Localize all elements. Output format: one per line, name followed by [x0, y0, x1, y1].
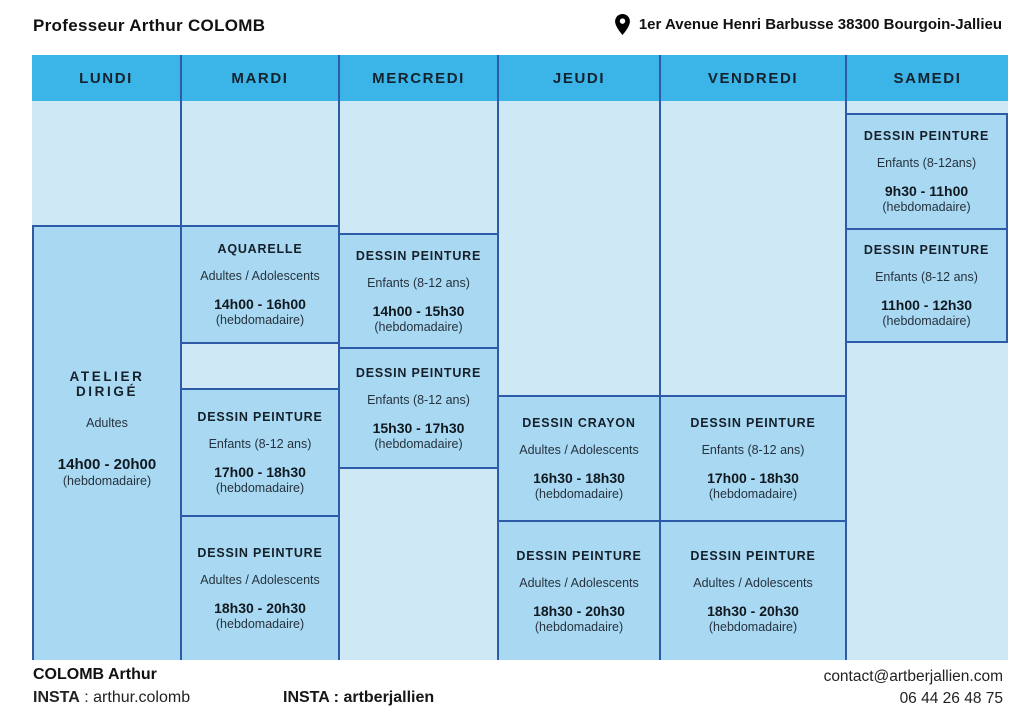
- class-time: 9h30 - 11h00: [884, 183, 969, 199]
- class-title: DESSIN PEINTURE: [863, 243, 990, 257]
- empty-cell: [340, 101, 497, 233]
- class-audience: Enfants (8-12 ans): [367, 275, 470, 290]
- footer-instagram-personal: INSTA : arthur.colomb: [33, 689, 190, 707]
- class-title: ATELIER DIRIGÉ: [69, 369, 145, 399]
- class-time: 14h00 - 15h30: [372, 302, 465, 319]
- empty-cell: [182, 101, 338, 225]
- class-cell: ATELIER DIRIGÉ Adultes 14h00 - 20h00 (hebdo…: [32, 225, 180, 660]
- empty-cell: [182, 342, 338, 388]
- class-frequency: (hebdomadaire): [215, 481, 305, 495]
- class-title: DESSIN PEINTURE: [690, 548, 816, 563]
- class-audience: Enfants (8-12 ans): [875, 270, 978, 284]
- instagram-handle: artberjallien: [343, 689, 435, 706]
- class-frequency: (hebdomadaire): [374, 319, 463, 334]
- separator: :: [329, 689, 344, 706]
- class-frequency: (hebdomadaire): [215, 617, 305, 631]
- class-time: 18h30 - 20h30: [214, 600, 306, 616]
- class-audience: Adultes / Adolescents: [519, 575, 639, 590]
- class-title: AQUARELLE: [217, 242, 303, 256]
- class-cell: DESSIN PEINTURE Enfants (8-12 ans) 11h00 -…: [847, 228, 1008, 341]
- day-column-mercredi: MERCREDI DESSIN PEINTURE Enfants (8-12 ans…: [338, 55, 497, 660]
- class-cell: DESSIN PEINTURE Enfants (8-12 ans) 14h00 -…: [340, 233, 497, 347]
- class-title: DESSIN PEINTURE: [355, 365, 482, 380]
- day-header-samedi: SAMEDI: [847, 55, 1008, 101]
- empty-cell: [661, 101, 845, 395]
- day-header-mardi: MARDI: [182, 55, 338, 101]
- class-frequency: (hebdomadaire): [882, 314, 971, 328]
- address: 1er Avenue Henri Barbusse 38300 Bourgoin…: [614, 14, 1002, 35]
- class-time: 18h30 - 20h30: [533, 602, 625, 619]
- footer-professor-name: COLOMB Arthur: [33, 666, 157, 683]
- class-title: DESSIN PEINTURE: [516, 548, 642, 563]
- class-frequency: (hebdomadaire): [62, 474, 152, 488]
- class-title: DESSIN PEINTURE: [863, 129, 990, 143]
- class-time: 16h30 - 18h30: [533, 470, 625, 486]
- empty-cell: [340, 467, 497, 660]
- class-cell: DESSIN PEINTURE Adultes / Adolescents 18h3…: [182, 515, 338, 660]
- class-cell: DESSIN PEINTURE Enfants (8-12 ans) 17h00 -…: [182, 388, 338, 515]
- class-time: 18h30 - 20h30: [707, 602, 799, 619]
- footer-instagram-studio: INSTA : artberjallien: [283, 689, 434, 707]
- class-audience: Enfants (8-12 ans): [208, 437, 312, 451]
- class-cell: AQUARELLE Adultes / Adolescents 14h00 - 16…: [182, 225, 338, 342]
- footer-contact: contact@artberjallien.com 06 44 26 48 75: [824, 666, 1003, 710]
- class-frequency: (hebdomadaire): [534, 487, 624, 501]
- class-title: DESSIN PEINTURE: [690, 416, 816, 430]
- address-text: 1er Avenue Henri Barbusse 38300 Bourgoin…: [638, 16, 1002, 33]
- instagram-label: INSTA: [33, 689, 80, 706]
- separator: :: [79, 689, 94, 706]
- day-column-jeudi: JEUDI DESSIN CRAYON Adultes / Adolescents 1…: [497, 55, 659, 660]
- class-time: 11h00 - 12h30: [880, 297, 973, 313]
- class-frequency: (hebdomadaire): [374, 436, 463, 451]
- class-audience: Enfants (8-12 ans): [367, 392, 470, 407]
- class-title: DESSIN CRAYON: [522, 416, 636, 430]
- class-time: 14h00 - 16h00: [214, 296, 306, 312]
- class-time: 17h00 - 18h30: [214, 464, 306, 480]
- contact-phone: 06 44 26 48 75: [899, 690, 1003, 707]
- class-time: 15h30 - 17h30: [372, 419, 465, 436]
- page-title: Professeur Arthur COLOMB: [33, 16, 266, 35]
- class-audience: Adultes: [86, 416, 128, 430]
- class-cell: DESSIN PEINTURE Adultes / Adolescents 18h3…: [499, 520, 659, 660]
- class-audience: Adultes / Adolescents: [519, 443, 639, 457]
- class-cell: DESSIN PEINTURE Enfants (8-12 ans) 17h00 -…: [661, 395, 845, 520]
- contact-email: contact@artberjallien.com: [823, 668, 1003, 685]
- class-title: DESSIN PEINTURE: [197, 546, 323, 560]
- class-frequency: (hebdomadaire): [708, 619, 798, 634]
- empty-cell: [847, 101, 1008, 113]
- class-cell: DESSIN PEINTURE Adultes / Adolescents 18h3…: [661, 520, 845, 660]
- class-cell: DESSIN PEINTURE Enfants (8-12ans) 9h30 - 1…: [847, 113, 1008, 228]
- class-cell: DESSIN CRAYON Adultes / Adolescents 16h30 …: [499, 395, 659, 520]
- day-header-mercredi: MERCREDI: [340, 55, 497, 101]
- day-header-jeudi: JEUDI: [499, 55, 659, 101]
- day-column-mardi: MARDI AQUARELLE Adultes / Adolescents 14h00…: [180, 55, 338, 660]
- empty-cell: [847, 341, 1008, 660]
- class-time: 14h00 - 20h00: [57, 456, 157, 473]
- class-cell: DESSIN PEINTURE Enfants (8-12 ans) 15h30 -…: [340, 347, 497, 467]
- day-column-samedi: SAMEDI DESSIN PEINTURE Enfants (8-12ans) 9h…: [845, 55, 1008, 660]
- day-header-vendredi: VENDREDI: [661, 55, 845, 101]
- day-column-lundi: LUNDI ATELIER DIRIGÉ Adultes 14h00 - 20h00(…: [32, 55, 180, 660]
- class-title: DESSIN PEINTURE: [355, 248, 482, 263]
- class-audience: Adultes / Adolescents: [200, 573, 320, 587]
- instagram-handle: arthur.colomb: [93, 689, 191, 706]
- instagram-label: INSTA: [283, 689, 330, 706]
- class-frequency: (hebdomadaire): [534, 619, 624, 634]
- weekly-schedule-table: LUNDI ATELIER DIRIGÉ Adultes 14h00 - 20h00(…: [0, 55, 1024, 660]
- class-title: DESSIN PEINTURE: [197, 410, 323, 424]
- day-column-vendredi: VENDREDI DESSIN PEINTURE Enfants (8-12 ans…: [659, 55, 845, 660]
- class-audience: Enfants (8-12 ans): [701, 443, 805, 457]
- class-audience: Enfants (8-12ans): [876, 156, 977, 170]
- empty-cell: [499, 101, 659, 395]
- class-audience: Adultes / Adolescents: [200, 269, 320, 283]
- class-audience: Adultes / Adolescents: [693, 575, 813, 590]
- class-time: 17h00 - 18h30: [707, 470, 799, 486]
- empty-cell: [32, 101, 180, 225]
- location-pin-icon: [614, 14, 630, 35]
- day-header-lundi: LUNDI: [32, 55, 180, 101]
- class-frequency: (hebdomadaire): [215, 313, 305, 327]
- class-frequency: (hebdomadaire): [708, 487, 798, 501]
- class-frequency: (hebdomadaire): [882, 200, 971, 214]
